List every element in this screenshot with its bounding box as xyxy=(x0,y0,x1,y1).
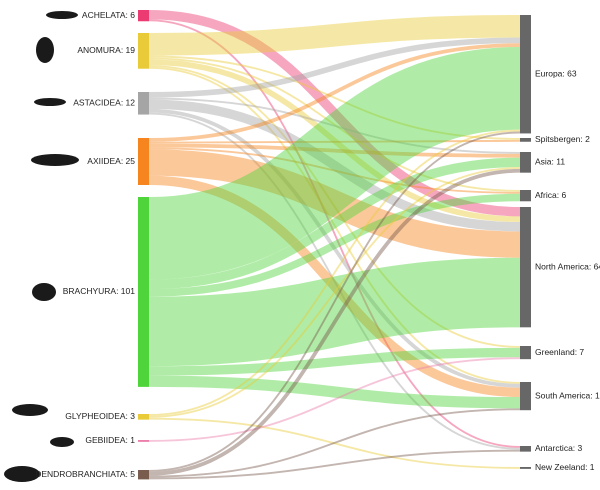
target-node xyxy=(520,15,531,134)
source-label: GLYPHEOIDEA: 3 xyxy=(65,411,135,421)
flow xyxy=(148,417,521,469)
flow xyxy=(149,10,520,15)
icons xyxy=(4,11,79,482)
flow xyxy=(148,167,521,418)
source-node xyxy=(138,33,149,69)
source-node xyxy=(138,92,149,115)
target-label: Antarctica: 3 xyxy=(535,443,583,453)
flow xyxy=(148,112,521,450)
source-label: DENDROBRANCHIATA: 5 xyxy=(35,469,135,479)
source-node xyxy=(138,10,149,22)
icon xyxy=(12,404,48,416)
target-node xyxy=(520,207,531,328)
icon xyxy=(4,466,40,482)
flow xyxy=(148,375,521,409)
source-label: BRACHYURA: 101 xyxy=(63,286,136,296)
source-node xyxy=(138,197,149,387)
flow xyxy=(148,64,521,348)
target-node xyxy=(520,346,531,360)
target-label: Europa: 63 xyxy=(535,68,577,78)
flow xyxy=(148,149,521,258)
target-node xyxy=(520,446,531,452)
source-node xyxy=(138,440,149,442)
icon xyxy=(32,283,56,301)
flow xyxy=(148,143,521,158)
flow xyxy=(148,10,521,217)
source-label: ASTACIDEA: 12 xyxy=(73,98,135,108)
target-node xyxy=(520,467,531,469)
icon xyxy=(36,37,54,63)
target-node xyxy=(520,138,531,142)
flow xyxy=(148,57,521,192)
flow xyxy=(148,168,521,476)
target-label: Africa: 6 xyxy=(535,190,566,200)
flow xyxy=(148,129,521,416)
flow xyxy=(149,408,520,417)
flow xyxy=(148,257,521,367)
flow xyxy=(148,357,521,442)
flow xyxy=(148,108,521,388)
flow xyxy=(148,37,521,98)
flow xyxy=(148,59,521,223)
flow xyxy=(148,347,521,376)
target-label: North America: 64 xyxy=(535,261,600,271)
links xyxy=(148,10,521,480)
flow xyxy=(148,449,521,480)
flow xyxy=(148,19,521,448)
source-label: GEBIIDEA: 1 xyxy=(85,435,135,445)
flow xyxy=(148,131,521,472)
flow xyxy=(148,157,521,290)
target-label: South America: 15 xyxy=(535,390,600,400)
flow xyxy=(149,418,520,450)
target-label: Asia: 11 xyxy=(535,157,565,167)
target-node xyxy=(520,382,531,411)
flow xyxy=(148,15,521,56)
source-node xyxy=(138,470,149,480)
source-label: ANOMURA: 19 xyxy=(77,45,135,55)
flow xyxy=(148,66,521,384)
icon xyxy=(50,437,74,447)
flow xyxy=(148,55,521,140)
flow xyxy=(148,46,521,280)
flow xyxy=(148,175,521,398)
source-label: AXIIDEA: 25 xyxy=(87,156,135,166)
flow xyxy=(148,408,521,478)
icon xyxy=(31,154,79,166)
nodes: ACHELATA: 6 ANOMURA: 19 ASTACIDEA: 12 AXIID… xyxy=(35,10,600,480)
flow xyxy=(148,43,521,142)
flow xyxy=(148,139,521,144)
target-label: New Zeeland: 1 xyxy=(535,462,595,472)
icon xyxy=(34,98,66,106)
flow xyxy=(148,97,521,154)
target-label: Spitsbergen: 2 xyxy=(535,134,590,144)
source-node xyxy=(138,138,149,185)
flow xyxy=(148,99,521,232)
target-node xyxy=(520,190,531,202)
flow xyxy=(148,193,521,297)
flow xyxy=(148,147,521,194)
target-node xyxy=(520,152,531,173)
icon xyxy=(46,11,78,19)
source-label: ACHELATA: 6 xyxy=(82,10,135,20)
source-node xyxy=(138,414,149,420)
target-label: Greenland: 7 xyxy=(535,347,584,357)
